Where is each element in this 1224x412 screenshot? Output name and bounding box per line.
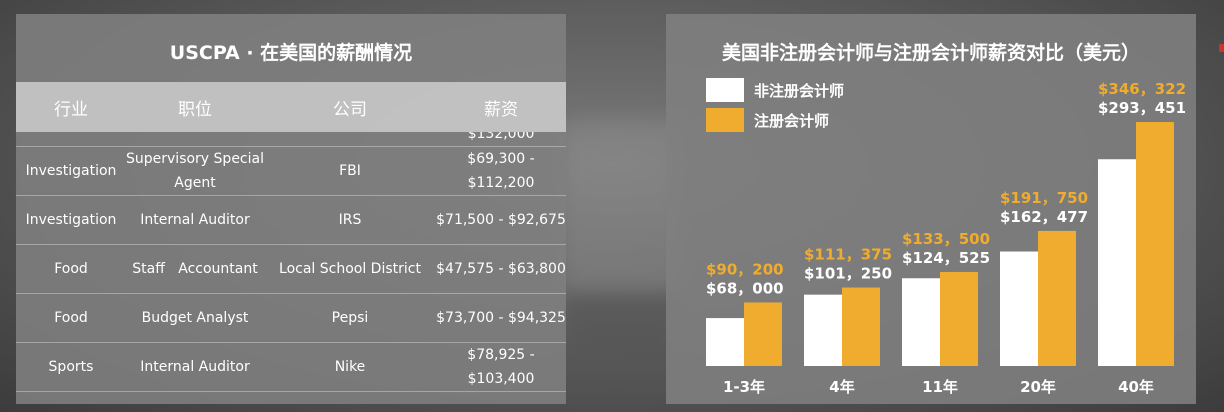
x-tick-label: 4年 (829, 378, 854, 396)
x-tick-label: 1-3年 (723, 378, 765, 396)
table-row: Sports Internal Auditor Nike $78,925 - $103… (16, 343, 566, 392)
bar-cpa (744, 302, 782, 366)
data-label-cpa: $191，750 (1000, 189, 1088, 207)
table-row: EnvironmentAccountingGroup $98,450 - $132… (16, 132, 566, 147)
bar-chart: $90，200$68，000 1-3年 $111，375$101，250 4年 $133… (706, 80, 1186, 396)
table-cell-industry: Food (54, 310, 88, 326)
table-cell-company: Group (264, 132, 436, 134)
salary-table-panel: USCPA · 在美国的薪酬情况 行业 职位 公司 薪资 Environment… (16, 14, 566, 404)
table-cell-salary: $98,450 - $132,000 (467, 132, 535, 142)
bar-non-cpa (902, 278, 940, 366)
legend-swatch-orange (706, 108, 744, 132)
table-cell-position: Internal Auditor (140, 212, 250, 228)
table-cell-salary: $69,300 - $112,200 (467, 151, 535, 191)
x-tick-label: 11年 (922, 378, 958, 396)
legend-label: 注册会计师 (754, 111, 830, 130)
header-industry: 行业 (54, 99, 88, 120)
bar-cpa (940, 271, 978, 366)
legend-swatch-white (706, 78, 744, 102)
table-cell-position: Accounting (126, 132, 264, 134)
bar-cpa (1136, 122, 1174, 366)
data-label-cpa: $133，500 (902, 230, 990, 248)
table-cell-salary: $71,500 - $92,675 (436, 212, 566, 228)
table-cell-position: Supervisory Special Agent (126, 151, 264, 191)
data-label-non-cpa: $68，000 (706, 279, 784, 297)
data-label-cpa: $111，375 (804, 246, 892, 264)
x-tick-label: 40年 (1118, 378, 1154, 396)
table-row: Investigation Internal Auditor IRS $71,500 … (16, 196, 566, 245)
table-cell-salary: $73,700 - $94,325 (436, 310, 566, 326)
header-company: 公司 (333, 99, 367, 120)
table-body-scroll[interactable]: EnvironmentAccountingGroup $98,450 - $132… (16, 132, 566, 404)
data-label-non-cpa: $101，250 (804, 265, 892, 283)
table-cell-industry: Food (54, 261, 88, 277)
bar-non-cpa (706, 318, 744, 366)
background-blur (560, 120, 680, 290)
table-cell-company: FBI (339, 163, 361, 179)
table-cell-salary: $78,925 - $103,400 (467, 347, 535, 387)
bar-non-cpa (1000, 251, 1038, 366)
table-cell-company: Nike (334, 359, 366, 375)
table-cell-position: Budget Analyst (141, 310, 249, 326)
data-label-cpa: $90，200 (706, 260, 784, 278)
table-cell-company: Local School District (279, 261, 421, 277)
salary-chart-panel: 美国非注册会计师与注册会计师薪资对比（美元） 非注册会计师 注册会计师 $90，… (666, 14, 1196, 404)
header-salary: 薪资 (484, 99, 518, 120)
bar-non-cpa (1098, 159, 1136, 366)
data-label-cpa: $346，322 (1098, 80, 1186, 98)
table-row: Investigation Supervisory Special Agent FB… (16, 147, 566, 196)
legend-label: 非注册会计师 (754, 81, 845, 100)
bar-cpa (842, 287, 880, 366)
table-cell-company: IRS (338, 212, 362, 228)
legend-cpa: 注册会计师 (706, 108, 829, 132)
table-cell-industry: Investigation (25, 163, 117, 179)
table-rows: EnvironmentAccountingGroup $98,450 - $132… (16, 132, 566, 392)
edge-marker (1219, 44, 1224, 52)
legend-non-cpa: 非注册会计师 (706, 78, 844, 102)
bar-non-cpa (804, 294, 842, 366)
panel-title: USCPA · 在美国的薪酬情况 (169, 42, 413, 64)
chart-title: 美国非注册会计师与注册会计师薪资对比（美元） (721, 42, 1140, 64)
table-row: Food Staff Accountant Local School Distric… (16, 245, 566, 294)
data-label-non-cpa: $293，451 (1098, 99, 1186, 117)
table-cell-salary: $47,575 - $63,800 (436, 261, 566, 277)
background-blur (570, 300, 680, 360)
table-cell-industry: Sports (48, 359, 94, 375)
header-position: 职位 (178, 99, 212, 120)
data-label-non-cpa: $162，477 (1000, 208, 1088, 226)
x-tick-label: 20年 (1020, 378, 1056, 396)
bar-cpa (1038, 230, 1076, 366)
table-row: Food Budget Analyst Pepsi $73,700 - $94,325 (16, 294, 566, 343)
data-label-non-cpa: $124，525 (902, 249, 990, 267)
table-cell-company: Pepsi (331, 310, 369, 326)
table-cell-industry: Investigation (25, 212, 117, 228)
table-cell-position: Internal Auditor (140, 359, 250, 375)
table-cell-position: Staff Accountant (132, 261, 258, 277)
table-cell-industry: Environment (16, 132, 126, 134)
table-header: 行业 职位 公司 薪资 (16, 82, 566, 132)
